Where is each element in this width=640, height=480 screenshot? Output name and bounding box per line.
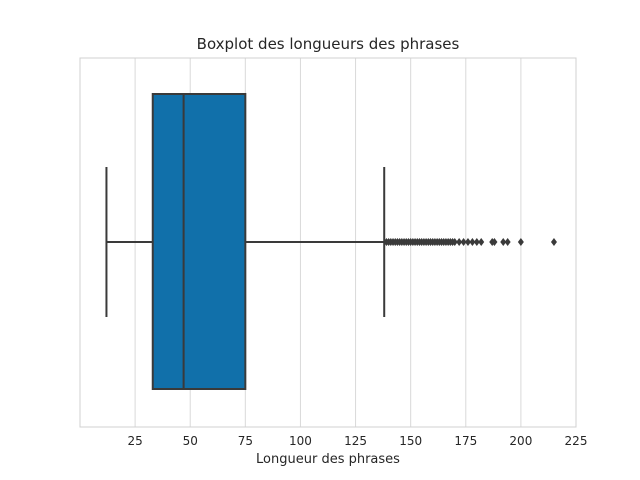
outlier-point-41 xyxy=(504,238,511,246)
x-tick-label-125: 125 xyxy=(344,434,367,448)
box-plot xyxy=(105,93,386,390)
outlier-point-34 xyxy=(464,238,471,246)
outlier-point-33 xyxy=(460,238,467,246)
outlier-point-35 xyxy=(469,238,476,246)
x-tick-label-200: 200 xyxy=(509,434,532,448)
outlier-point-42 xyxy=(517,238,524,246)
plot-area-frame xyxy=(79,57,577,428)
outlier-point-37 xyxy=(478,238,485,246)
x-tick-label-75: 75 xyxy=(238,434,253,448)
outlier-point-32 xyxy=(456,238,463,246)
x-tick-label-25: 25 xyxy=(127,434,142,448)
outlier-point-39 xyxy=(491,238,498,246)
x-tick-label-50: 50 xyxy=(183,434,198,448)
outliers xyxy=(383,238,557,246)
x-tick-label-175: 175 xyxy=(454,434,477,448)
interquartile-box xyxy=(151,93,247,390)
outlier-point-36 xyxy=(473,238,480,246)
chart-title: Boxplot des longueurs des phrases xyxy=(197,35,460,53)
outlier-point-43 xyxy=(550,238,557,246)
x-axis-ticks: 25 50 75 100 125 150 175 200 225 xyxy=(127,434,587,448)
x-axis-label: Longueur des phrases xyxy=(256,452,400,467)
outlier-point-40 xyxy=(500,238,507,246)
x-tick-label-100: 100 xyxy=(289,434,312,448)
outlier-point-31 xyxy=(451,238,458,246)
x-tick-label-225: 225 xyxy=(565,434,588,448)
x-tick-label-150: 150 xyxy=(399,434,422,448)
